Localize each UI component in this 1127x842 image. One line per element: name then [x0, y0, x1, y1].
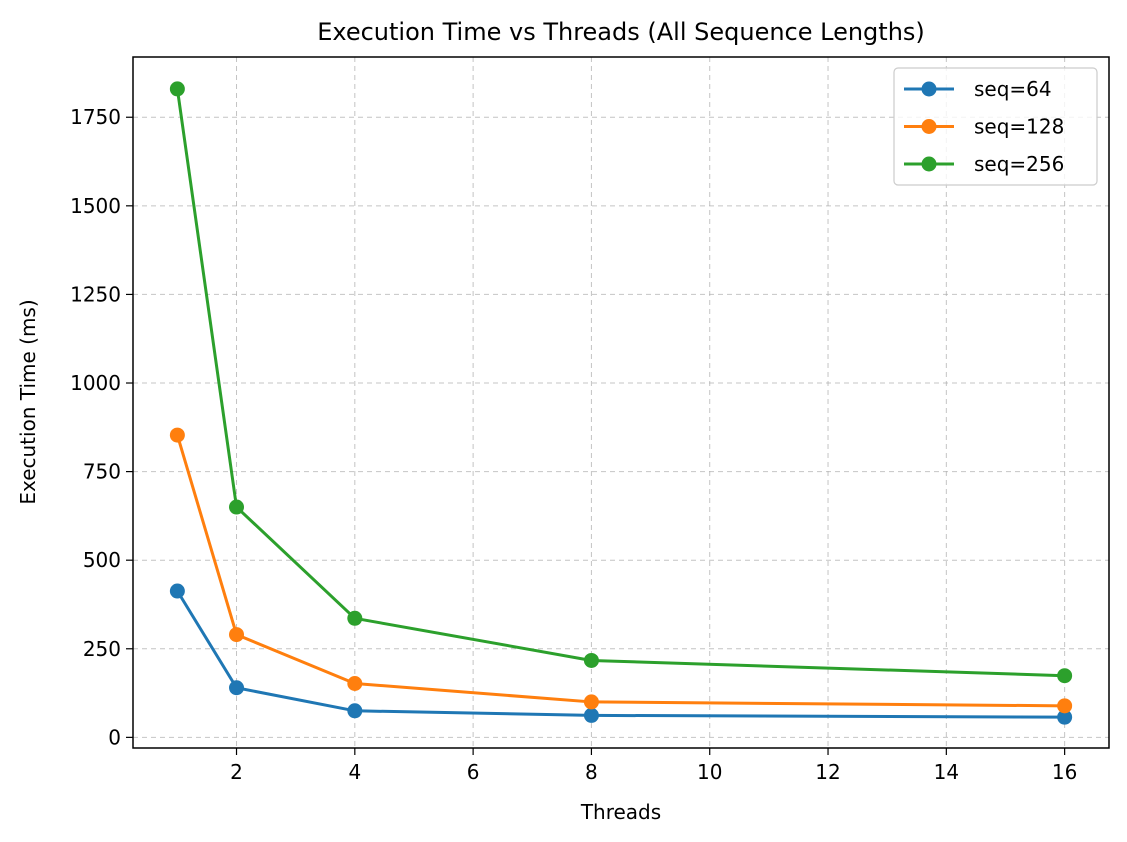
- x-tick-label: 10: [697, 760, 722, 784]
- data-point: [583, 694, 599, 710]
- legend-marker: [921, 156, 937, 172]
- x-axis: 2 4 6 8 10 12 14 16: [230, 748, 1077, 784]
- x-tick-label: 2: [230, 760, 243, 784]
- data-point: [1057, 698, 1073, 714]
- series-layer: [169, 81, 1073, 725]
- series-line: [175, 434, 1065, 708]
- legend-box: [893, 67, 1098, 186]
- legend-label: seq=128: [974, 115, 1064, 139]
- data-point: [583, 707, 599, 723]
- series-seq=256: [169, 81, 1073, 684]
- data-point: [169, 583, 185, 599]
- plot-frame: [132, 56, 1110, 749]
- series-seq=64: [169, 583, 1073, 725]
- x-tick-label: 14: [934, 760, 959, 784]
- data-point: [169, 427, 185, 443]
- y-axis: 0 250 500 750 1000 1250 1500 1750: [70, 105, 133, 749]
- data-point: [229, 680, 245, 696]
- y-tick-label: 1250: [70, 282, 121, 306]
- y-tick-label: 250: [83, 637, 121, 661]
- data-point: [229, 627, 245, 643]
- series-seq=128: [169, 427, 1073, 714]
- legend-item: seq=64: [904, 77, 1052, 101]
- legend-marker: [921, 81, 937, 97]
- y-tick-label: 1500: [70, 194, 121, 218]
- legend-item: seq=256: [904, 152, 1064, 176]
- legend-label: seq=256: [974, 152, 1064, 176]
- y-tick-label: 500: [83, 548, 121, 572]
- x-tick-label: 8: [585, 760, 598, 784]
- data-point: [583, 652, 599, 668]
- data-point: [347, 610, 363, 626]
- x-tick-label: 4: [348, 760, 361, 784]
- data-point: [1057, 709, 1073, 725]
- y-tick-label: 0: [108, 725, 121, 749]
- data-point: [229, 499, 245, 515]
- x-tick-label: 12: [815, 760, 840, 784]
- x-tick-label: 16: [1052, 760, 1077, 784]
- data-point: [347, 703, 363, 719]
- data-point: [347, 676, 363, 692]
- y-tick-label: 1750: [70, 105, 121, 129]
- y-axis-label: Execution Time (ms): [16, 299, 40, 504]
- legend: seq=64 seq=128 seq=256: [893, 67, 1098, 186]
- y-tick-label: 750: [83, 460, 121, 484]
- legend-marker: [921, 119, 937, 134]
- data-point: [1057, 668, 1073, 684]
- y-tick-label: 1000: [70, 371, 121, 395]
- series-line: [176, 590, 1065, 719]
- x-axis-label: Threads: [580, 800, 661, 824]
- legend-label: seq=64: [974, 77, 1052, 101]
- data-point: [169, 81, 185, 97]
- grid: [133, 57, 1109, 748]
- chart-title: Execution Time vs Threads (All Sequence …: [317, 18, 925, 46]
- legend-item: seq=128: [904, 115, 1064, 139]
- x-tick-label: 6: [467, 760, 480, 784]
